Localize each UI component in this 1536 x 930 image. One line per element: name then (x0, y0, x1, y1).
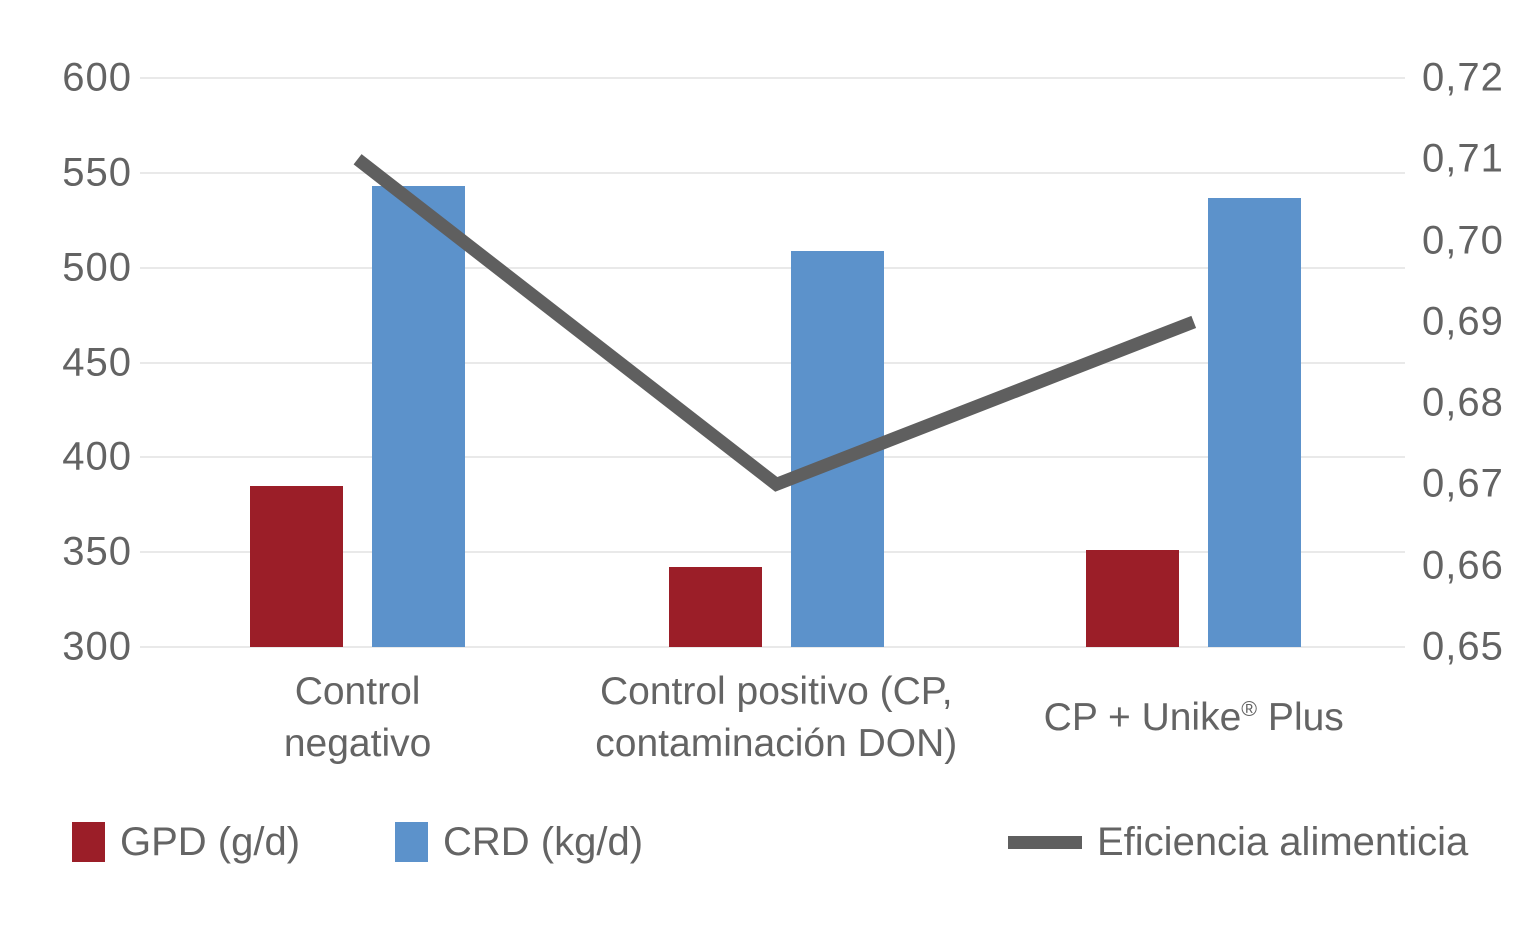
left-axis-tick-450: 450 (62, 340, 132, 384)
right-axis-tick-0,72: 0,72 (1422, 55, 1504, 100)
legend-item-1: CRD (kg/d) (395, 812, 643, 872)
left-axis-tick-550: 550 (62, 150, 132, 195)
bar-gpd-2 (1086, 550, 1180, 647)
plot-area (140, 77, 1405, 648)
category-label-0: Control negativo (128, 663, 588, 773)
category-label-line: contaminación DON) (595, 722, 958, 765)
gridline-300 (140, 646, 1405, 648)
gridline-450 (140, 361, 1405, 364)
right-axis-tick-0,71: 0,71 (1422, 136, 1504, 181)
legend-swatch-square-icon (395, 822, 428, 862)
category-label-line: Control (294, 670, 421, 713)
legend-label: CRD (kg/d) (443, 819, 644, 864)
right-axis-tick-0,68: 0,68 (1422, 380, 1504, 425)
right-axis-tick-0,67: 0,67 (1422, 461, 1504, 506)
left-axis: 600 550 500 450 400 350 300 (0, 56, 132, 669)
bar-crd-0 (372, 186, 466, 647)
gridline-400 (140, 456, 1405, 459)
legend-swatch-square-icon (72, 822, 105, 862)
category-label-line: CP + Unike® Plus (1043, 696, 1344, 739)
efficiency-line (353, 154, 1197, 492)
category-label-line: negativo (283, 722, 432, 765)
right-axis: 0,72 0,71 0,70 0,69 0,68 0,67 0,66 0,65 (1422, 56, 1536, 669)
bar-gpd-0 (250, 485, 344, 647)
gridline-550 (140, 171, 1405, 174)
category-label-line: Control positivo (CP, (599, 670, 953, 713)
legend-label: Eficiencia alimenticia (1097, 819, 1469, 864)
legend-item-0: GPD (g/d) (72, 812, 300, 872)
right-axis-tick-0,66: 0,66 (1422, 543, 1504, 588)
left-axis-tick-500: 500 (62, 245, 132, 290)
bar-crd-2 (1208, 197, 1302, 647)
right-axis-tick-0,65: 0,65 (1422, 624, 1504, 669)
x-axis: Control negativo Control positivo (CP, cont… (140, 663, 1405, 773)
gridline-600 (140, 77, 1405, 79)
legend-item-2: Eficiencia alimenticia (1008, 812, 1468, 872)
legend-label: GPD (g/d) (120, 819, 301, 864)
left-axis-tick-400: 400 (62, 434, 132, 479)
gridline-350 (140, 551, 1405, 554)
bar-gpd-1 (668, 567, 762, 647)
registered-mark: ® (1241, 697, 1258, 721)
left-axis-tick-350: 350 (62, 529, 132, 574)
line-layer (353, 154, 1197, 492)
legend-swatch-line-icon (1008, 835, 1082, 849)
category-label-2: CP + Unike® Plus (964, 663, 1424, 773)
legend: GPD (g/d) CRD (kg/d) Eficiencia alimentici… (0, 812, 1536, 872)
left-axis-tick-600: 600 (62, 55, 132, 100)
gridline-500 (140, 266, 1405, 269)
right-axis-tick-0,70: 0,70 (1422, 218, 1504, 263)
right-axis-tick-0,69: 0,69 (1422, 299, 1504, 344)
category-label-1: Control positivo (CP, contaminación DON) (546, 663, 1006, 773)
left-axis-tick-300: 300 (62, 624, 132, 669)
